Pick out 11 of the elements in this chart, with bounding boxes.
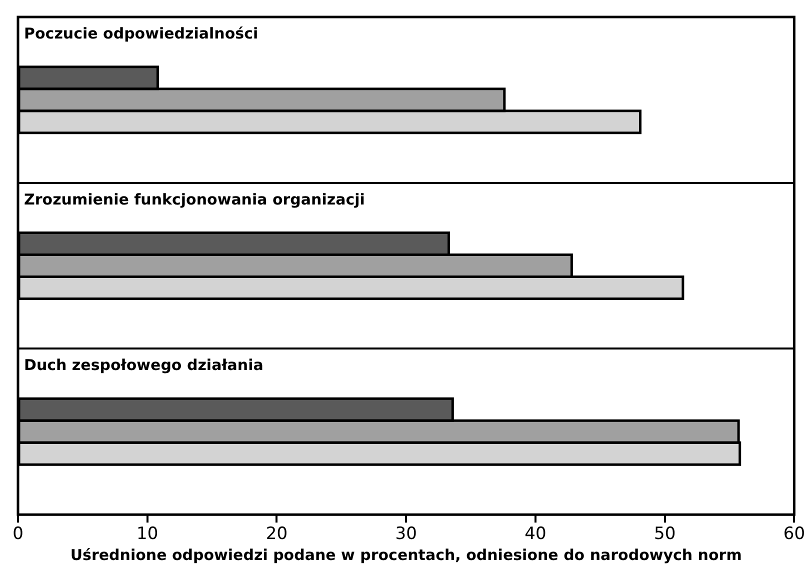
x-tick-label: 10 bbox=[136, 524, 158, 544]
x-tick-label: 40 bbox=[524, 524, 546, 544]
x-tick-label: 20 bbox=[266, 524, 288, 544]
x-axis-title: Uśrednione odpowiedzi podane w procentach, odniesione do narodowych norm bbox=[70, 546, 742, 564]
x-tick-label: 0 bbox=[12, 524, 24, 544]
y-tick-label: Duch zespołowego działania bbox=[24, 356, 264, 374]
y-tick-label: Zrozumienie funkcjonowania organizacji bbox=[24, 190, 365, 208]
y-tick-label: Poczucie odpowiedzialności bbox=[24, 24, 258, 42]
x-tick-label: 50 bbox=[654, 524, 676, 544]
x-tick-label: 30 bbox=[395, 524, 417, 544]
x-tick-label: 60 bbox=[783, 524, 806, 544]
